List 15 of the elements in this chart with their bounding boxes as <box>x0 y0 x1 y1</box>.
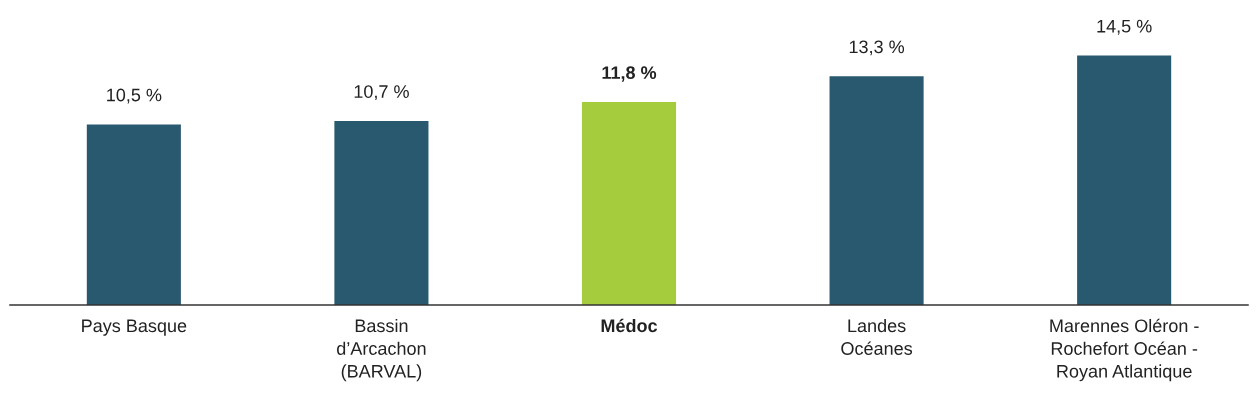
data-label: 10,7 % <box>354 85 409 101</box>
bar <box>86 124 181 306</box>
data-label: 10,5 % <box>107 88 162 104</box>
data-label: 14,5 % <box>1097 19 1152 35</box>
bar <box>1077 55 1172 306</box>
x-tick-label: Médoc <box>601 318 658 333</box>
x-tick-label: Landes Océanes <box>841 318 913 355</box>
x-tick-label: Marennes Oléron - Rochefort Océan - Royan Atlantique <box>1050 318 1199 382</box>
bar <box>829 76 924 306</box>
x-tick-label: Pays Basque <box>82 319 187 336</box>
data-label: 11,8 % <box>602 66 657 82</box>
bar <box>581 102 677 306</box>
data-label: 13,3 % <box>849 40 905 56</box>
x-tick-label: Bassin d’Arcachon (BARVAL) <box>337 318 426 382</box>
bar <box>334 120 429 306</box>
